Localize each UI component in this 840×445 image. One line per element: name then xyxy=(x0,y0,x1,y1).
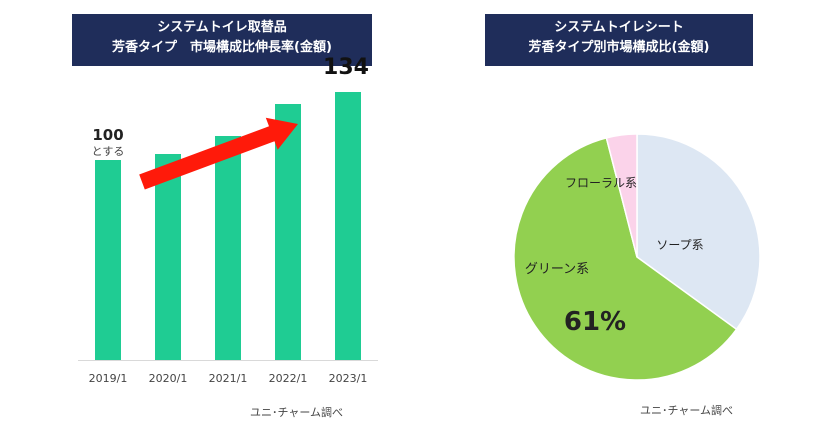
left-title-line1: システムトイレ取替品 xyxy=(157,20,287,35)
left-title-line2: 芳香タイプ 市場構成比伸長率(金額) xyxy=(112,40,332,55)
x-tick-label: 2019/1 xyxy=(89,372,128,385)
right-title-line2: 芳香タイプ別市場構成比(金額) xyxy=(528,40,710,55)
start-value-sublabel: とする xyxy=(92,145,125,158)
bar-2019/1 xyxy=(95,160,121,360)
left-source-note: ユニ･チャーム調べ xyxy=(250,406,344,419)
growth-arrow xyxy=(139,117,298,190)
pie-slice-1 xyxy=(513,136,738,381)
right-source-note: ユニ･チャーム調べ xyxy=(640,404,734,417)
x-tick-label: 2023/1 xyxy=(329,372,368,385)
start-value-label: 100 xyxy=(92,126,123,144)
pie-slice-2 xyxy=(605,133,638,258)
x-tick-label: 2020/1 xyxy=(149,372,188,385)
x-tick-label: 2022/1 xyxy=(269,372,308,385)
right-chart-title: システムトイレシート 芳香タイプ別市場構成比(金額) xyxy=(485,14,753,66)
bar-2023/1 xyxy=(335,92,361,360)
bar-2020/1 xyxy=(155,154,181,360)
pie-green-percent: 61% xyxy=(564,307,626,337)
right-title-line1: システムトイレシート xyxy=(554,20,684,35)
x-tick-label: 2021/1 xyxy=(209,372,248,385)
left-chart-title: システムトイレ取替品 芳香タイプ 市場構成比伸長率(金額) xyxy=(72,14,372,66)
pie-label-soap: ソープ系 xyxy=(656,238,703,252)
bar-2021/1 xyxy=(215,136,241,360)
end-value-label: 134 xyxy=(323,55,369,80)
pie-label-green: グリーン系 xyxy=(525,262,589,277)
pie-slice-0 xyxy=(636,133,761,331)
pie-label-floral: フローラル系 xyxy=(565,176,637,190)
